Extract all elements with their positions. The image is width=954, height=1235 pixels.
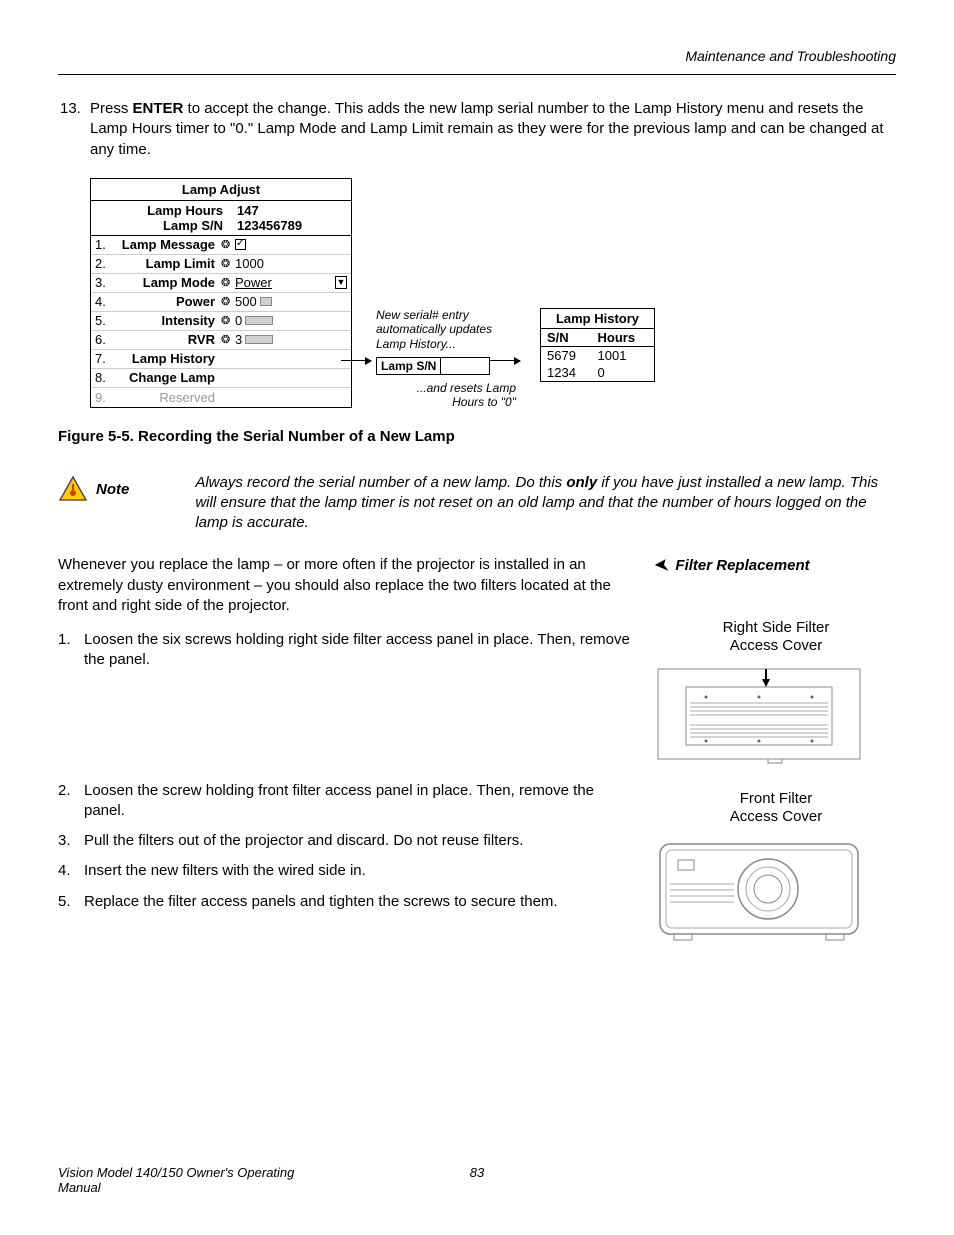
note-label: Note <box>96 481 129 498</box>
figure-5-5: Lamp Adjust Lamp Hours147 Lamp S/N123456… <box>90 178 896 410</box>
menu-row: 3.Lamp Mode❂Power▼ <box>91 274 351 293</box>
step-text: Press ENTER to accept the change. This a… <box>90 99 896 160</box>
lamp-sn-box: Lamp S/N <box>376 357 490 375</box>
step-13: 13. Press ENTER to accept the change. Th… <box>60 99 896 160</box>
projector-front-diagram <box>656 834 862 946</box>
menu-title: Lamp Adjust <box>91 179 351 201</box>
lamp-history-wrap: Lamp History S/N Hours 56791001 12340 <box>540 178 655 382</box>
warning-icon <box>58 475 88 503</box>
menu-row: 2.Lamp Limit❂1000 <box>91 255 351 274</box>
lamp-history-box: Lamp History S/N Hours 56791001 12340 <box>540 308 655 382</box>
menu-row: 7.Lamp History <box>91 350 351 369</box>
menu-row: 1.Lamp Message❂ <box>91 236 351 255</box>
filter-heading: ➤ Filter Replacement <box>656 555 896 575</box>
menu-row: 5.Intensity❂0 <box>91 312 351 331</box>
step-number: 13. <box>60 99 90 160</box>
header-section: Maintenance and Troubleshooting <box>58 48 896 64</box>
menu-row: 9.Reserved <box>91 388 351 407</box>
header-rule <box>58 74 896 75</box>
menu-info: Lamp Hours147 Lamp S/N123456789 <box>91 201 351 236</box>
menu-row: 8.Change Lamp <box>91 369 351 388</box>
menu-row: 6.RVR❂3 <box>91 331 351 350</box>
filter-section: Whenever you replace the lamp – or more … <box>58 555 896 955</box>
filter-intro: Whenever you replace the lamp – or more … <box>58 555 638 616</box>
figure-caption: Figure 5-5. Recording the Serial Number … <box>58 428 896 445</box>
footer: Vision Model 140/150 Owner's Operating M… <box>58 1165 896 1195</box>
menu-row: 4.Power❂500 <box>91 293 351 312</box>
page: Maintenance and Troubleshooting 13. Pres… <box>0 0 954 1235</box>
projector-side-diagram <box>656 663 862 765</box>
annotation: New serial# entry automatically updates … <box>376 178 516 410</box>
note-block: Note Always record the serial number of … <box>58 473 896 534</box>
arrow-left-icon: ➤ <box>656 555 669 575</box>
note-text: Always record the serial number of a new… <box>195 473 896 534</box>
lamp-adjust-menu: Lamp Adjust Lamp Hours147 Lamp S/N123456… <box>90 178 352 408</box>
